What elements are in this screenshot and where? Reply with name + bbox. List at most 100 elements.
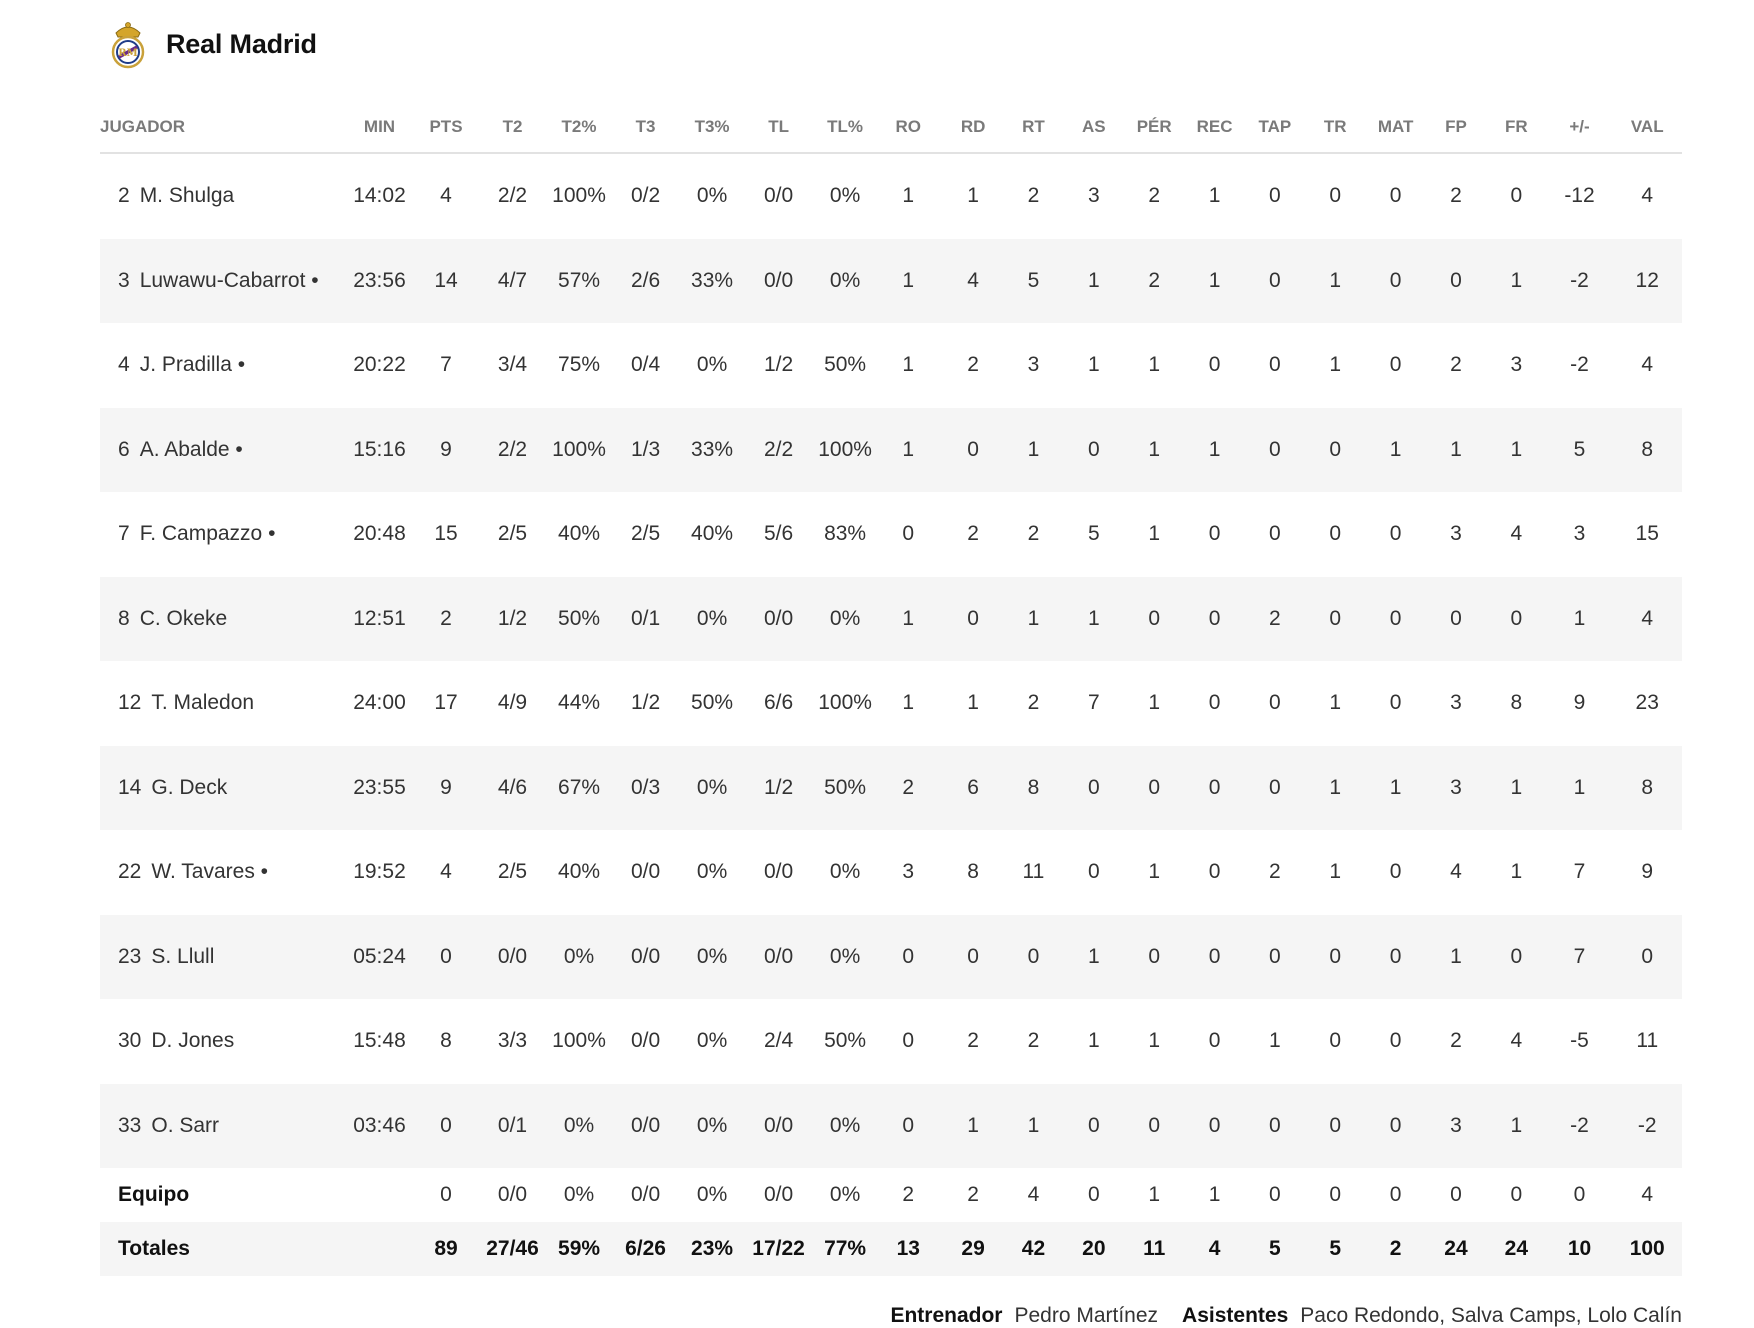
stat-per: 1 <box>1148 522 1161 546</box>
player-number: 2 <box>118 184 130 208</box>
header-t3-pct[interactable]: T3% <box>683 102 741 154</box>
player-row: 2 M. Shulga 14:02 4 2/2 100% 0/2 0% 0/0 0% 1 1 2 3 2 1 0… <box>100 153 1682 239</box>
header-mat[interactable]: MAT <box>1365 102 1426 154</box>
player-cell: 3 Luwawu-Cabarrot • <box>100 238 342 323</box>
header-tl[interactable]: TL <box>740 102 817 154</box>
player-row: 8 C. Okeke 12:51 2 1/2 50% 0/1 0% 0/0 0% 1 0 1 1 0 0 2 0 0… <box>100 576 1682 661</box>
header-plus-minus[interactable]: +/- <box>1546 102 1613 154</box>
stat-tap: 0 <box>1269 184 1281 208</box>
player-name[interactable]: C. Okeke <box>139 606 228 630</box>
stat-t3p: 0% <box>683 914 741 999</box>
stat-ro: 3 <box>902 860 915 884</box>
header-ro[interactable]: RO <box>873 102 943 154</box>
header-rec[interactable]: REC <box>1184 102 1245 154</box>
stat-fp: 1 <box>1425 407 1487 492</box>
header-per[interactable]: PÉR <box>1124 102 1185 154</box>
header-jugador[interactable]: JUGADOR <box>100 102 342 154</box>
stat-per: 1 <box>1148 860 1161 884</box>
stat-fp: 2 <box>1450 184 1462 208</box>
stat-t2p: 100% <box>552 1029 606 1053</box>
stat-tap: 2 <box>1244 576 1306 661</box>
header-pts[interactable]: PTS <box>417 102 475 154</box>
player-name[interactable]: O. Sarr <box>151 1113 220 1137</box>
header-rt[interactable]: RT <box>1003 102 1064 154</box>
stat-t2: 1/2 <box>474 576 551 661</box>
stat-tap: 0 <box>1269 691 1281 715</box>
player-name[interactable]: F. Campazzo • <box>139 522 276 546</box>
stat-pts: 0 <box>417 914 475 999</box>
stat-fr: 0 <box>1486 914 1547 999</box>
player-number: 14 <box>118 775 142 799</box>
stat-as: 1 <box>1087 353 1100 377</box>
header-row: JUGADOR MIN PTS T2 T2% T3 T3% TL TL% RO … <box>100 102 1682 154</box>
header-fp[interactable]: FP <box>1425 102 1487 154</box>
stat-rd: 0 <box>942 914 1004 999</box>
stat-rec: 1 <box>1184 407 1245 492</box>
player-name[interactable]: T. Maledon <box>151 691 255 715</box>
team-row-tl: 0/0 <box>740 1168 817 1222</box>
stat-mat: 0 <box>1389 691 1402 715</box>
totals-row-t3: 6/26 <box>607 1222 684 1276</box>
stat-t3p: 40% <box>691 522 734 546</box>
player-name[interactable]: Luwawu-Cabarrot • <box>139 268 319 292</box>
team-row-rec: 1 <box>1184 1168 1245 1222</box>
stat-tlp: 0% <box>816 576 874 661</box>
stat-rd: 0 <box>942 407 1004 492</box>
team-row-t2-pct: 0% <box>550 1168 608 1222</box>
stat-fp: 4 <box>1450 860 1462 884</box>
stat-rt: 8 <box>1003 745 1064 830</box>
stat-tl: 2/4 <box>763 1029 794 1053</box>
header-fr[interactable]: FR <box>1486 102 1547 154</box>
stat-min: 15:48 <box>353 1029 406 1053</box>
stat-tr: 0 <box>1305 914 1366 999</box>
stat-tlp: 0% <box>816 1083 874 1168</box>
stat-fr: 0 <box>1510 184 1523 208</box>
stat-rt: 0 <box>1003 914 1064 999</box>
stat-fr: 3 <box>1510 353 1523 377</box>
stat-tap: 1 <box>1269 1029 1281 1053</box>
stat-as: 3 <box>1087 184 1100 208</box>
header-tap[interactable]: TAP <box>1244 102 1306 154</box>
stat-tl: 1/2 <box>763 353 794 377</box>
stat-tr: 0 <box>1305 576 1366 661</box>
header-min[interactable]: MIN <box>341 102 418 154</box>
player-name[interactable]: D. Jones <box>151 1029 235 1053</box>
player-name[interactable]: W. Tavares • <box>151 860 269 884</box>
player-cell: 23 S. Llull <box>100 914 342 999</box>
real-madrid-crest-icon: RM <box>111 22 145 69</box>
header-rd[interactable]: RD <box>942 102 1004 154</box>
player-number: 12 <box>118 691 142 715</box>
header-val[interactable]: VAL <box>1612 102 1682 154</box>
player-row: 30 D. Jones 15:48 8 3/3 100% 0/0 0% 2/4 50% 0 2 2 1 1 0… <box>100 999 1682 1084</box>
team-row-tr: 0 <box>1305 1168 1366 1222</box>
totals-row-rt: 42 <box>1003 1222 1064 1276</box>
stat-tap: 0 <box>1244 407 1306 492</box>
team-row-tap: 0 <box>1244 1168 1306 1222</box>
stat-fp: 3 <box>1425 1083 1487 1168</box>
stat-t2p: 50% <box>550 576 608 661</box>
stat-tl: 0/0 <box>740 1083 817 1168</box>
player-number: 6 <box>118 437 130 461</box>
stat-tl: 0/0 <box>740 576 817 661</box>
header-t2[interactable]: T2 <box>474 102 551 154</box>
player-name[interactable]: S. Llull <box>151 944 215 968</box>
player-name[interactable]: A. Abalde • <box>139 437 243 461</box>
stat-rec: 0 <box>1184 745 1245 830</box>
stat-pts: 0 <box>417 1083 475 1168</box>
stat-pm: -12 <box>1564 184 1595 208</box>
header-t2-pct[interactable]: T2% <box>550 102 608 154</box>
player-name[interactable]: M. Shulga <box>139 184 235 208</box>
stat-rec: 0 <box>1208 353 1221 377</box>
header-t3[interactable]: T3 <box>607 102 684 154</box>
stat-val: 9 <box>1641 860 1654 884</box>
stat-t2p: 0% <box>550 1083 608 1168</box>
header-tl-pct[interactable]: TL% <box>816 102 874 154</box>
stat-rec: 0 <box>1208 1029 1221 1053</box>
stat-fr: 1 <box>1486 407 1547 492</box>
header-as[interactable]: AS <box>1063 102 1124 154</box>
player-name[interactable]: G. Deck <box>151 775 228 799</box>
header-tr[interactable]: TR <box>1305 102 1366 154</box>
player-name[interactable]: J. Pradilla • <box>139 353 246 377</box>
team-row-rt: 4 <box>1003 1168 1064 1222</box>
stat-pts: 4 <box>440 184 452 208</box>
